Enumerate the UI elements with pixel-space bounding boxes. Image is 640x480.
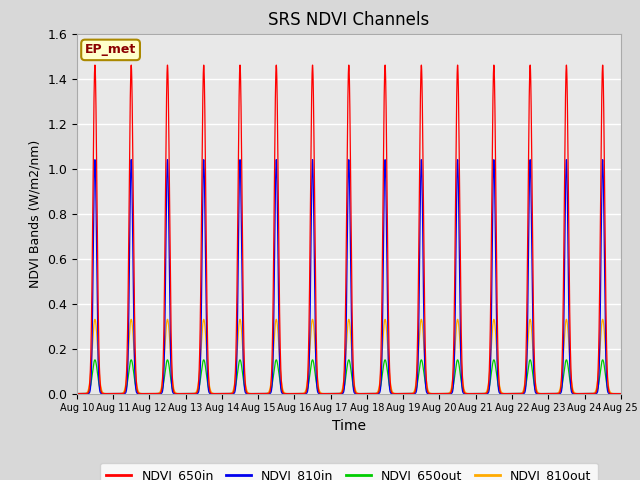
X-axis label: Time: Time (332, 419, 366, 433)
NDVI_650out (73, 391, 81, 396)
NDVI_650in (617, 391, 625, 396)
NDVI_810in (73, 391, 81, 396)
Line: NDVI_650in: NDVI_650in (77, 65, 621, 394)
NDVI_650in (422, 371, 430, 376)
Legend: NDVI_650in, NDVI_810in, NDVI_650out, NDVI_810out: NDVI_650in, NDVI_810in, NDVI_650out, NDV… (100, 463, 598, 480)
NDVI_650in (209, 391, 216, 396)
Y-axis label: NDVI Bands (W/m2/nm): NDVI Bands (W/m2/nm) (29, 140, 42, 288)
NDVI_650in (330, 391, 338, 396)
NDVI_810in (273, 157, 280, 163)
Line: NDVI_650out: NDVI_650out (77, 360, 621, 394)
Line: NDVI_810out: NDVI_810out (77, 319, 621, 394)
NDVI_810in (330, 391, 338, 396)
NDVI_650out (463, 391, 470, 396)
NDVI_650in (463, 391, 470, 396)
NDVI_650out (422, 384, 430, 390)
NDVI_810in (402, 391, 410, 396)
NDVI_650out (402, 391, 410, 396)
NDVI_810in (422, 387, 430, 393)
NDVI_810out (73, 391, 81, 396)
Title: SRS NDVI Channels: SRS NDVI Channels (268, 11, 429, 29)
NDVI_650in (402, 391, 410, 396)
NDVI_810in (582, 391, 589, 396)
NDVI_650out (209, 391, 216, 396)
NDVI_650in (273, 62, 280, 68)
NDVI_810in (463, 391, 470, 396)
NDVI_810out (463, 390, 470, 396)
NDVI_650in (582, 391, 589, 396)
NDVI_810out (582, 391, 589, 396)
NDVI_810in (209, 391, 216, 396)
Text: EP_met: EP_met (85, 43, 136, 56)
NDVI_810in (617, 391, 625, 396)
Line: NDVI_810in: NDVI_810in (77, 160, 621, 394)
NDVI_810out (617, 391, 625, 396)
NDVI_650out (330, 391, 338, 396)
NDVI_650out (582, 391, 589, 396)
NDVI_810out (273, 316, 280, 322)
NDVI_810out (330, 391, 338, 396)
NDVI_810out (402, 391, 410, 396)
NDVI_650in (73, 391, 81, 396)
NDVI_650out (273, 357, 280, 363)
NDVI_650out (617, 391, 625, 396)
NDVI_810out (422, 374, 430, 380)
NDVI_810out (209, 390, 216, 396)
